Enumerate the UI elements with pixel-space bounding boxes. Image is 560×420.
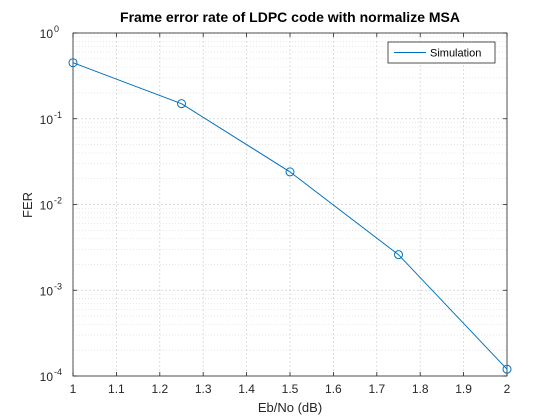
data-point xyxy=(177,99,186,109)
y-tick-exponent: -1 xyxy=(54,110,62,120)
axis-ticks xyxy=(72,32,508,377)
x-axis-ticks: 1 1.1 1.2 1.3 1.4 1.5 1.6 1.7 1.8 1.9 2 xyxy=(70,382,511,396)
y-tick-label: 10 xyxy=(40,284,54,298)
y-tick-label: 10 xyxy=(40,370,54,384)
y-axis-label: FER xyxy=(20,192,35,218)
x-tick-label: 1.6 xyxy=(325,382,342,396)
legend-entry-simulation: Simulation xyxy=(430,48,481,60)
legend-box xyxy=(387,41,496,64)
y-tick-exponent: -2 xyxy=(54,196,62,206)
x-tick-label: 2 xyxy=(504,382,511,396)
x-tick-label: 1.9 xyxy=(455,382,472,396)
legend: Simulation xyxy=(387,41,496,64)
data-point xyxy=(394,250,403,260)
series-group xyxy=(68,58,512,374)
data-point xyxy=(502,364,512,374)
y-tick-label: 10 xyxy=(40,199,54,213)
series-line-simulation xyxy=(72,62,508,370)
x-tick-label: 1.7 xyxy=(368,382,385,396)
x-tick-label: 1.2 xyxy=(151,382,168,396)
y-tick-exponent: -4 xyxy=(54,367,62,377)
y-tick-exponent: 0 xyxy=(54,24,59,34)
x-tick-label: 1.1 xyxy=(108,382,125,396)
y-tick-label: 10 xyxy=(40,27,54,41)
chart-title: Frame error rate of LDPC code with norma… xyxy=(120,9,460,25)
x-tick-label: 1.3 xyxy=(195,382,212,396)
x-tick-label: 1 xyxy=(70,382,77,396)
x-axis-label: Eb/No (dB) xyxy=(258,400,322,415)
y-tick-exponent: -3 xyxy=(54,281,62,291)
x-tick-label: 1.5 xyxy=(282,382,299,396)
x-tick-label: 1.8 xyxy=(412,382,429,396)
grid-lines xyxy=(72,32,508,377)
y-tick-label: 10 xyxy=(40,113,54,127)
data-point xyxy=(285,167,295,177)
data-point xyxy=(68,58,78,68)
x-tick-label: 1.4 xyxy=(238,382,255,396)
